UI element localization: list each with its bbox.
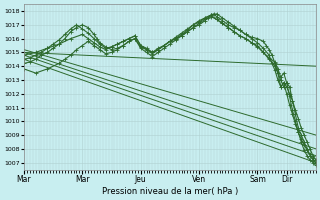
- X-axis label: Pression niveau de la mer( hPa ): Pression niveau de la mer( hPa ): [102, 187, 238, 196]
